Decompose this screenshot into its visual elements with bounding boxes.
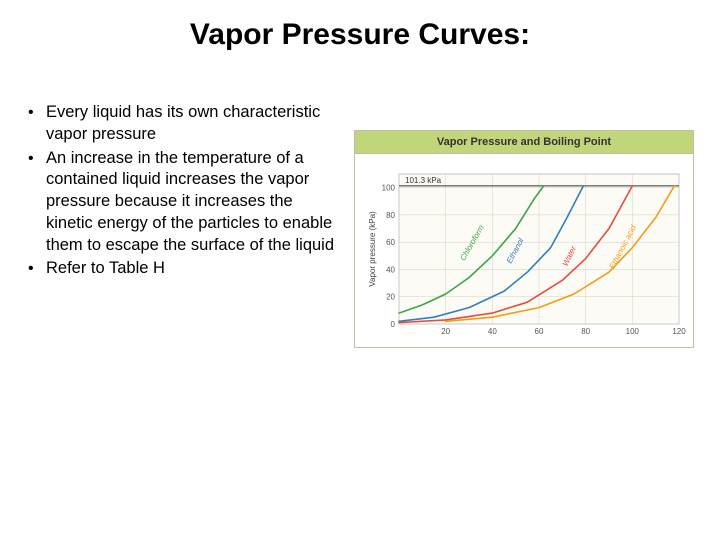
list-item: Every liquid has its own characteristic … <box>24 102 342 146</box>
svg-text:60: 60 <box>386 238 395 247</box>
content-row: Every liquid has its own characteristic … <box>0 62 720 348</box>
vapor-pressure-chart: 101.3 kPaChloroformEthanolWaterEthanoic … <box>363 160 687 338</box>
svg-text:0: 0 <box>391 320 396 329</box>
list-item: An increase in the temperature of a cont… <box>24 148 342 257</box>
svg-text:100: 100 <box>382 184 396 193</box>
bullet-list: Every liquid has its own characteristic … <box>24 102 354 348</box>
list-item: Refer to Table H <box>24 258 342 280</box>
chart-title: Vapor Pressure and Boiling Point <box>355 131 693 154</box>
svg-text:60: 60 <box>535 327 544 336</box>
svg-text:20: 20 <box>441 327 450 336</box>
svg-text:100: 100 <box>626 327 640 336</box>
chart-container: Vapor Pressure and Boiling Point 101.3 k… <box>354 102 696 348</box>
page-title: Vapor Pressure Curves: <box>0 0 720 62</box>
svg-text:101.3 kPa: 101.3 kPa <box>405 176 442 185</box>
svg-text:Vapor pressure (kPa): Vapor pressure (kPa) <box>368 211 377 287</box>
svg-text:80: 80 <box>581 327 590 336</box>
svg-text:40: 40 <box>386 265 395 274</box>
svg-text:120: 120 <box>672 327 686 336</box>
svg-text:20: 20 <box>386 293 395 302</box>
chart-card: Vapor Pressure and Boiling Point 101.3 k… <box>354 130 694 348</box>
chart-body: 101.3 kPaChloroformEthanolWaterEthanoic … <box>355 154 693 347</box>
svg-text:40: 40 <box>488 327 497 336</box>
svg-text:80: 80 <box>386 211 395 220</box>
